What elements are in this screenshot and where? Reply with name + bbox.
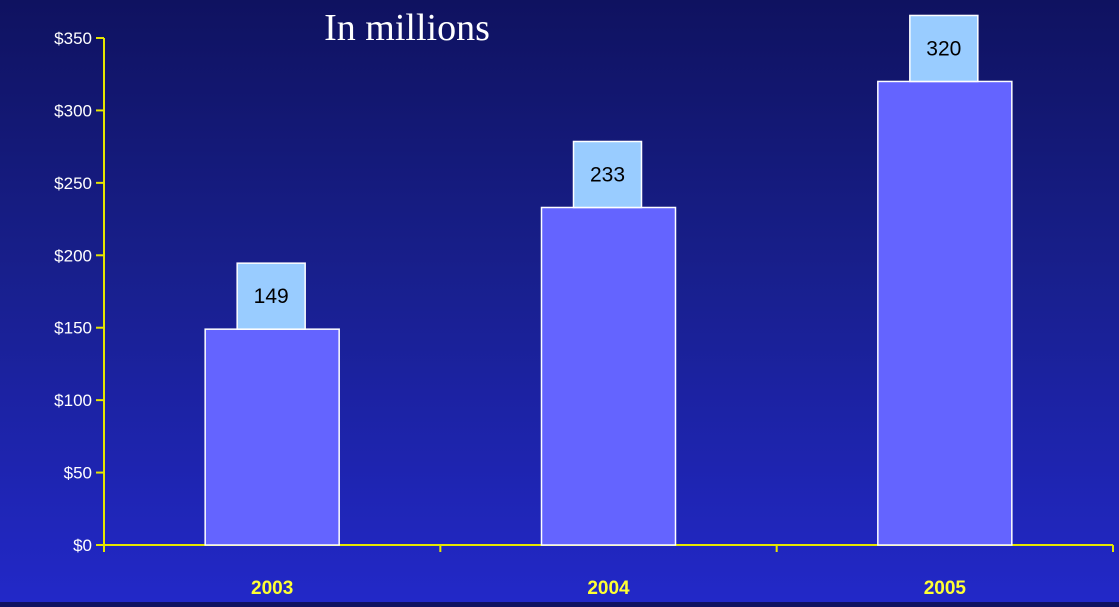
y-tick-label: $100 — [54, 391, 92, 410]
data-labels: 149 233 320 — [236, 14, 979, 330]
x-tick-label: 2005 — [924, 578, 967, 599]
y-axis: $0 $50 $100 $150 $200 $250 $300 $350 — [54, 29, 105, 555]
y-tick-label: $300 — [54, 101, 92, 120]
x-tick-label: 2003 — [251, 578, 293, 599]
data-label: 320 — [926, 37, 961, 60]
y-tick-label: $250 — [54, 174, 92, 193]
y-tick-label: $50 — [64, 464, 92, 483]
data-label-box — [909, 14, 979, 83]
y-tick-label: $0 — [73, 536, 92, 555]
bar-2003 — [204, 328, 340, 546]
x-tick-label: 2004 — [587, 578, 630, 599]
data-label: 233 — [590, 163, 625, 186]
y-tick-label: $150 — [54, 319, 92, 338]
bars — [204, 80, 1013, 546]
y-tick-label: $350 — [54, 29, 92, 48]
data-label-box — [572, 140, 643, 209]
y-tick-label: $200 — [54, 246, 92, 265]
bar-2005 — [877, 80, 1013, 546]
data-label: 149 — [254, 285, 289, 308]
data-label-box — [236, 262, 306, 330]
chart-subtitle: In millions — [324, 7, 490, 49]
x-axis: 2003 2004 2005 — [96, 544, 1114, 599]
bar-2004 — [540, 206, 677, 546]
